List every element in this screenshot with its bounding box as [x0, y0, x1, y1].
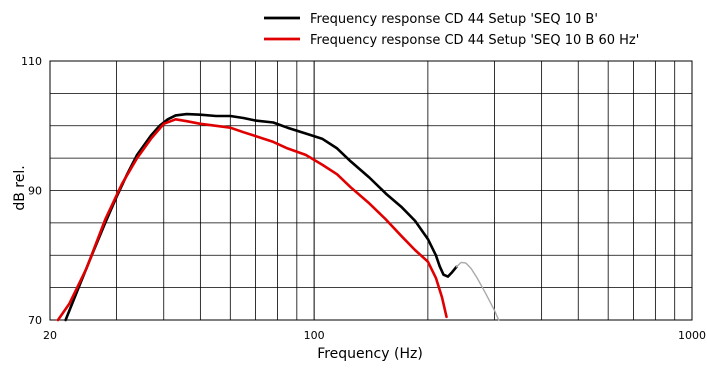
y-tick-label: 90: [28, 185, 42, 198]
plot-frame: [49, 60, 693, 321]
series-line-2: [56, 118, 448, 322]
y-axis-label: dB rel.: [12, 165, 28, 210]
x-tick-label: 100: [304, 329, 325, 342]
series-group: [56, 112, 500, 322]
grid: [49, 60, 693, 321]
legend-label: Frequency response CD 44 Setup 'SEQ 10 B…: [310, 12, 598, 27]
x-tick-label: 1000: [678, 329, 706, 342]
y-tick-label: 110: [21, 55, 42, 68]
legend-label: Frequency response CD 44 Setup 'SEQ 10 B…: [310, 33, 639, 48]
x-tick-label: 20: [43, 329, 57, 342]
y-tick-label: 70: [28, 314, 42, 327]
x-axis-label: Frequency (Hz): [317, 346, 423, 362]
tick-labels: 20 100 1000 70 90 110: [21, 55, 706, 342]
legend: Frequency response CD 44 Setup 'SEQ 10 B…: [264, 12, 639, 48]
series-line-3: [455, 261, 500, 321]
